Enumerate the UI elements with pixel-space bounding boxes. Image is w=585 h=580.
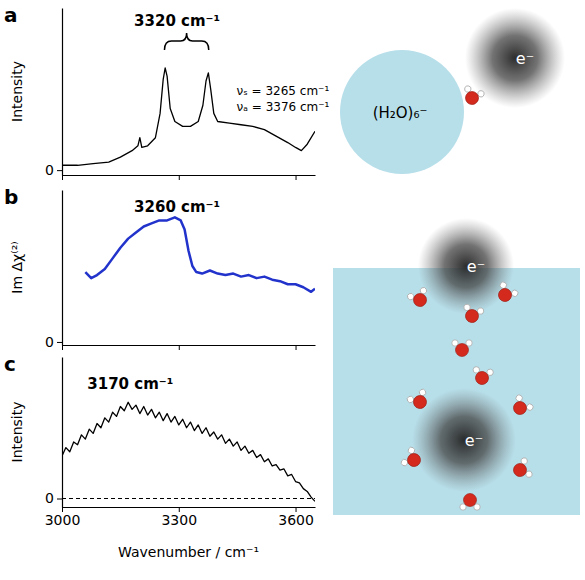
y-axis: 0 <box>45 358 62 508</box>
y-axis-title: Intensity <box>9 61 25 122</box>
y-axis: 0 <box>45 9 62 179</box>
x-tick <box>296 175 297 180</box>
x-tick-mark <box>62 175 63 180</box>
x-tick <box>179 345 180 350</box>
x-tick <box>179 175 180 180</box>
cluster <box>340 50 464 174</box>
y-tick-label: 0 <box>45 490 54 506</box>
y-tick-mark <box>57 342 62 343</box>
y-tick-mark <box>57 170 62 171</box>
plot-area <box>62 68 315 165</box>
x-axis-title: Wavenumber / cm⁻¹ <box>118 544 259 560</box>
y-axis: 0 <box>45 191 62 350</box>
electron-label: e⁻ <box>465 431 483 450</box>
oxygen <box>411 291 428 308</box>
x-axis-line <box>63 507 316 508</box>
water-molecule <box>452 340 472 357</box>
water-molecule <box>493 281 519 306</box>
x-tick-mark <box>62 345 63 350</box>
oxygen <box>474 370 489 385</box>
y-tick: 0 <box>45 334 62 350</box>
electron-label: e⁻ <box>516 49 534 68</box>
panel-letter: c <box>4 352 16 376</box>
oxygen <box>456 344 469 357</box>
y-tick-mark <box>57 499 62 500</box>
y-tick-label: 0 <box>45 162 54 178</box>
x-tick-mark <box>179 175 180 180</box>
schematic: (H₂O)₆⁻ e⁻ e⁻ e⁻ <box>333 8 580 515</box>
annotation: 3170 cm⁻¹ <box>87 375 173 393</box>
x-tick-label: 3300 <box>161 512 197 528</box>
oxygen <box>464 494 477 507</box>
panel-a: 0 Intensity a 3320 cm⁻¹ νₛ = 3265 cm⁻¹ νₐ = 3… <box>4 3 330 180</box>
x-axis <box>63 345 316 350</box>
x-tick: 3000 <box>45 507 81 528</box>
panel-c: 3000 3300 3600 0 Intensity Wavenumber / cm⁻¹ c… <box>4 352 316 560</box>
annotation: νₛ = 3265 cm⁻¹ <box>237 84 330 98</box>
water-molecule <box>460 85 485 108</box>
oxygen <box>512 462 529 479</box>
oxygen <box>411 393 429 411</box>
x-tick <box>62 345 63 350</box>
oxygen <box>405 451 423 469</box>
oxygen <box>511 399 529 417</box>
annotation: νₐ = 3376 cm⁻¹ <box>237 100 330 114</box>
spectrum-line <box>62 68 315 165</box>
grid-line <box>62 498 315 499</box>
water-molecule <box>406 286 432 310</box>
panel-letter: a <box>4 3 18 27</box>
x-tick-mark <box>296 345 297 350</box>
cluster-label: (H₂O)₆⁻ <box>373 104 428 122</box>
water-molecule <box>460 304 484 325</box>
annotation: 3320 cm⁻¹ <box>134 12 220 30</box>
x-tick-label: 3000 <box>45 512 81 528</box>
x-tick: 3600 <box>278 507 314 528</box>
electron-cloud <box>418 218 514 314</box>
x-tick-mark <box>179 345 180 350</box>
figure: 0 Intensity a 3320 cm⁻¹ νₛ = 3265 cm⁻¹ νₐ = 3… <box>0 0 585 580</box>
water-molecule <box>471 366 494 386</box>
x-axis-line <box>63 345 316 346</box>
y-axis-line <box>62 9 63 176</box>
oxygen <box>464 308 480 324</box>
plot-area <box>85 217 315 291</box>
y-axis-line <box>62 358 63 508</box>
y-tick: 0 <box>45 490 62 506</box>
electron-cloud <box>465 8 565 108</box>
y-tick-label: 0 <box>45 334 54 350</box>
x-tick <box>62 175 63 180</box>
y-axis-line <box>62 191 63 346</box>
electron-label: e⁻ <box>467 257 485 276</box>
x-axis <box>63 175 316 180</box>
y-axis-title: Im Δχ⁽²⁾ <box>9 241 25 293</box>
x-axis-line <box>63 175 316 176</box>
annotation: 3260 cm⁻¹ <box>134 198 220 216</box>
water-molecule <box>510 457 533 482</box>
brace <box>164 33 208 50</box>
x-tick-label: 3600 <box>278 512 314 528</box>
water-molecule <box>508 394 534 420</box>
electron-cloud <box>412 388 516 492</box>
x-axis: 3000 3300 3600 <box>45 507 316 528</box>
spectrum-line <box>85 217 315 291</box>
water-molecule <box>400 446 425 472</box>
x-tick-mark <box>296 175 297 180</box>
water-molecule <box>406 388 432 413</box>
panel-letter: b <box>4 185 18 209</box>
x-tick: 3300 <box>161 507 197 528</box>
spectrum-line <box>62 402 315 501</box>
plot-area <box>62 402 315 501</box>
panel-b: 0 Im Δχ⁽²⁾ b 3260 cm⁻¹ <box>4 185 316 350</box>
y-axis-title: Intensity <box>9 402 25 463</box>
x-tick <box>296 345 297 350</box>
y-tick: 0 <box>45 162 62 178</box>
oxygen <box>464 90 481 107</box>
water-molecule <box>460 494 480 511</box>
oxygen <box>496 286 514 304</box>
